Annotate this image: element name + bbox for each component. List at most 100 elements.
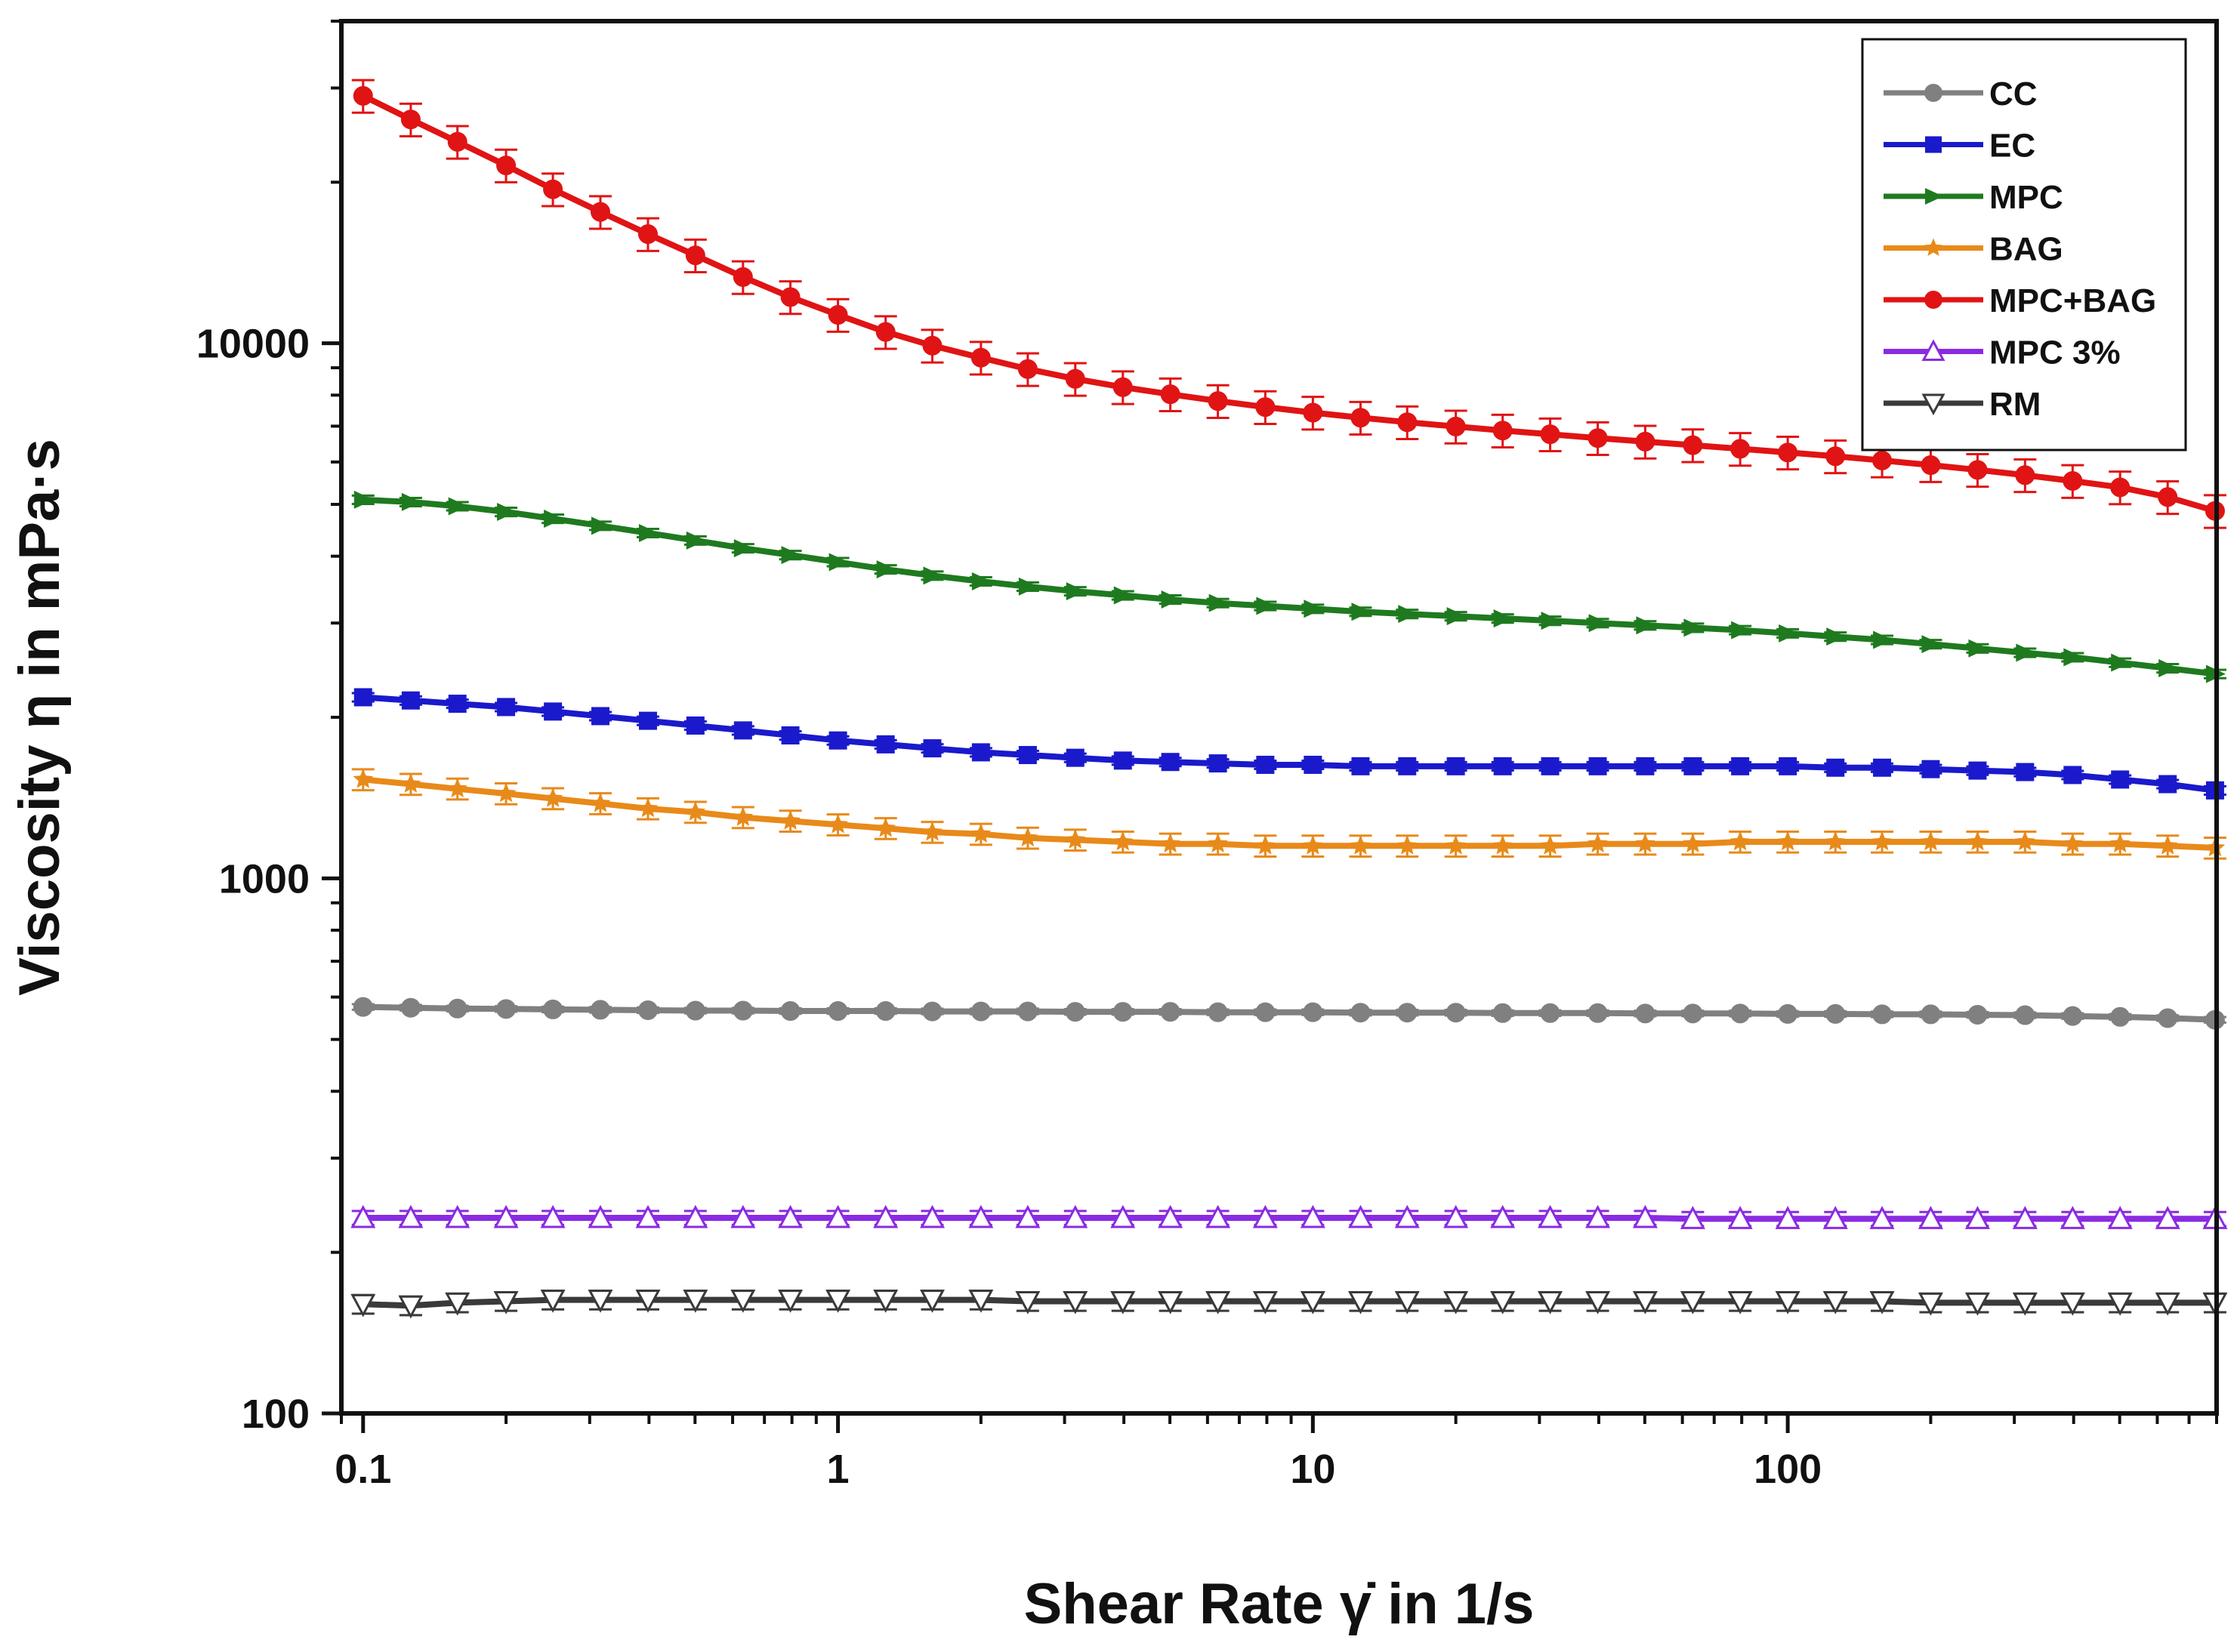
data-point-cc (780, 1001, 801, 1022)
data-point-bag (542, 787, 563, 807)
data-point-ec (1256, 755, 1275, 774)
data-point-mpc-bag (2063, 470, 2083, 491)
data-point-cc (1778, 1003, 1798, 1024)
data-point-mpc-bag (1683, 435, 1703, 455)
data-point-cc (637, 1000, 658, 1020)
data-point-cc (1208, 1002, 1228, 1022)
data-point-bag (1112, 831, 1134, 851)
data-point-ec (1493, 757, 1512, 775)
data-point-rm (919, 1290, 945, 1313)
data-point-cc (1112, 1002, 1133, 1022)
data-point-ec (971, 743, 990, 762)
legend-label: MPC (1989, 179, 2063, 216)
data-point-mpc-3 (493, 1204, 519, 1228)
data-point-mpc-3 (1727, 1206, 1753, 1229)
series-ec (351, 688, 2226, 800)
y-tick-label: 10000 (196, 322, 310, 367)
data-point-rm (1727, 1291, 1753, 1315)
data-point-mpc (876, 560, 896, 579)
data-point-ec (1921, 760, 1940, 778)
data-point-mpc-3 (2012, 1206, 2038, 1229)
data-point-mpc-3 (2155, 1206, 2180, 1229)
data-point-mpc-3 (2107, 1206, 2133, 1229)
data-point-mpc (2063, 648, 2084, 667)
data-point-ec (781, 726, 800, 744)
series-line-cc (363, 1003, 2216, 1023)
data-point-cc (400, 997, 421, 1018)
data-point-mpc-3 (1347, 1204, 1373, 1228)
data-point-mpc-bag (1587, 428, 1608, 448)
data-point-bag (1017, 827, 1038, 847)
data-point-mpc-bag (2158, 487, 2178, 507)
data-point-bag (1635, 833, 1655, 852)
data-point-rm (1822, 1291, 1848, 1315)
data-point-mpc-bag (828, 305, 848, 325)
data-point-mpc-3 (1063, 1204, 1088, 1228)
data-point-mpc (448, 497, 468, 516)
data-point-ec (733, 721, 752, 740)
data-point-ec (1161, 753, 1180, 772)
x-axis-title: Shear Rate γ̇ in 1/s (1024, 1572, 1535, 1636)
data-point-cc (1492, 1003, 1513, 1023)
data-point-ec (1968, 761, 1987, 780)
data-point-mpc-bag (1160, 384, 1180, 405)
legend-marker (1921, 393, 1945, 416)
data-point-mpc (1161, 590, 1181, 609)
data-point-mpc (591, 516, 611, 535)
data-point-rm (445, 1292, 471, 1316)
data-point-rm (1585, 1291, 1611, 1315)
data-point-ec (448, 695, 467, 714)
data-point-rm (2107, 1292, 2133, 1316)
data-point-ec (1113, 751, 1132, 770)
data-point-rm (398, 1295, 424, 1319)
data-point-mpc-3 (398, 1204, 424, 1228)
data-point-cc (1303, 1002, 1323, 1022)
data-point-cc (447, 998, 467, 1019)
data-point-rm (1015, 1291, 1041, 1315)
data-point-cc (685, 1000, 705, 1021)
data-point-bag (1208, 833, 1228, 852)
data-point-mpc-bag (1397, 412, 1418, 433)
data-point-ec (591, 707, 609, 726)
data-point-mpc (401, 492, 421, 511)
data-point-mpc-bag (496, 156, 517, 176)
data-point-mpc-3 (1964, 1206, 1990, 1229)
legend-marker (1924, 238, 1943, 256)
data-point-cc (2063, 1006, 2083, 1026)
legend-label: CC (1989, 76, 2038, 112)
data-point-mpc-3 (968, 1204, 994, 1228)
data-point-cc (590, 1000, 610, 1020)
data-point-mpc (1256, 596, 1276, 615)
data-point-ec (1304, 755, 1322, 774)
y-axis-title: Viscosity η in mPa·s (8, 439, 72, 996)
data-point-rm (1680, 1291, 1705, 1315)
data-point-mpc-3 (350, 1204, 376, 1228)
data-point-cc (875, 1001, 896, 1022)
data-point-cc (1160, 1002, 1180, 1022)
data-point-rm (493, 1291, 519, 1315)
data-point-ec (1446, 757, 1465, 775)
data-point-rm (968, 1290, 994, 1313)
data-point-mpc-3 (1538, 1204, 1563, 1228)
data-point-rm (1300, 1291, 1325, 1315)
data-point-mpc-bag (1112, 377, 1133, 397)
data-point-bag (875, 818, 896, 837)
data-point-mpc-bag (1303, 402, 1323, 423)
legend-label: EC (1989, 128, 2035, 165)
data-point-bag (1446, 835, 1466, 855)
data-point-mpc-3 (730, 1204, 756, 1228)
data-point-bag (685, 801, 706, 821)
data-point-mpc-bag (447, 131, 467, 152)
data-point-rm (1110, 1291, 1136, 1315)
data-point-ec (876, 735, 895, 754)
data-point-cc (1967, 1004, 1988, 1025)
data-point-mpc (1779, 624, 1799, 643)
data-point-mpc (1636, 616, 1656, 635)
x-tick-label: 0.1 (335, 1447, 391, 1492)
data-point-bag (2015, 831, 2035, 851)
data-point-rm (1918, 1292, 1943, 1316)
data-point-cc (970, 1001, 991, 1022)
data-point-mpc (1968, 639, 1989, 658)
data-point-mpc (686, 531, 706, 550)
data-point-bag (447, 778, 467, 798)
